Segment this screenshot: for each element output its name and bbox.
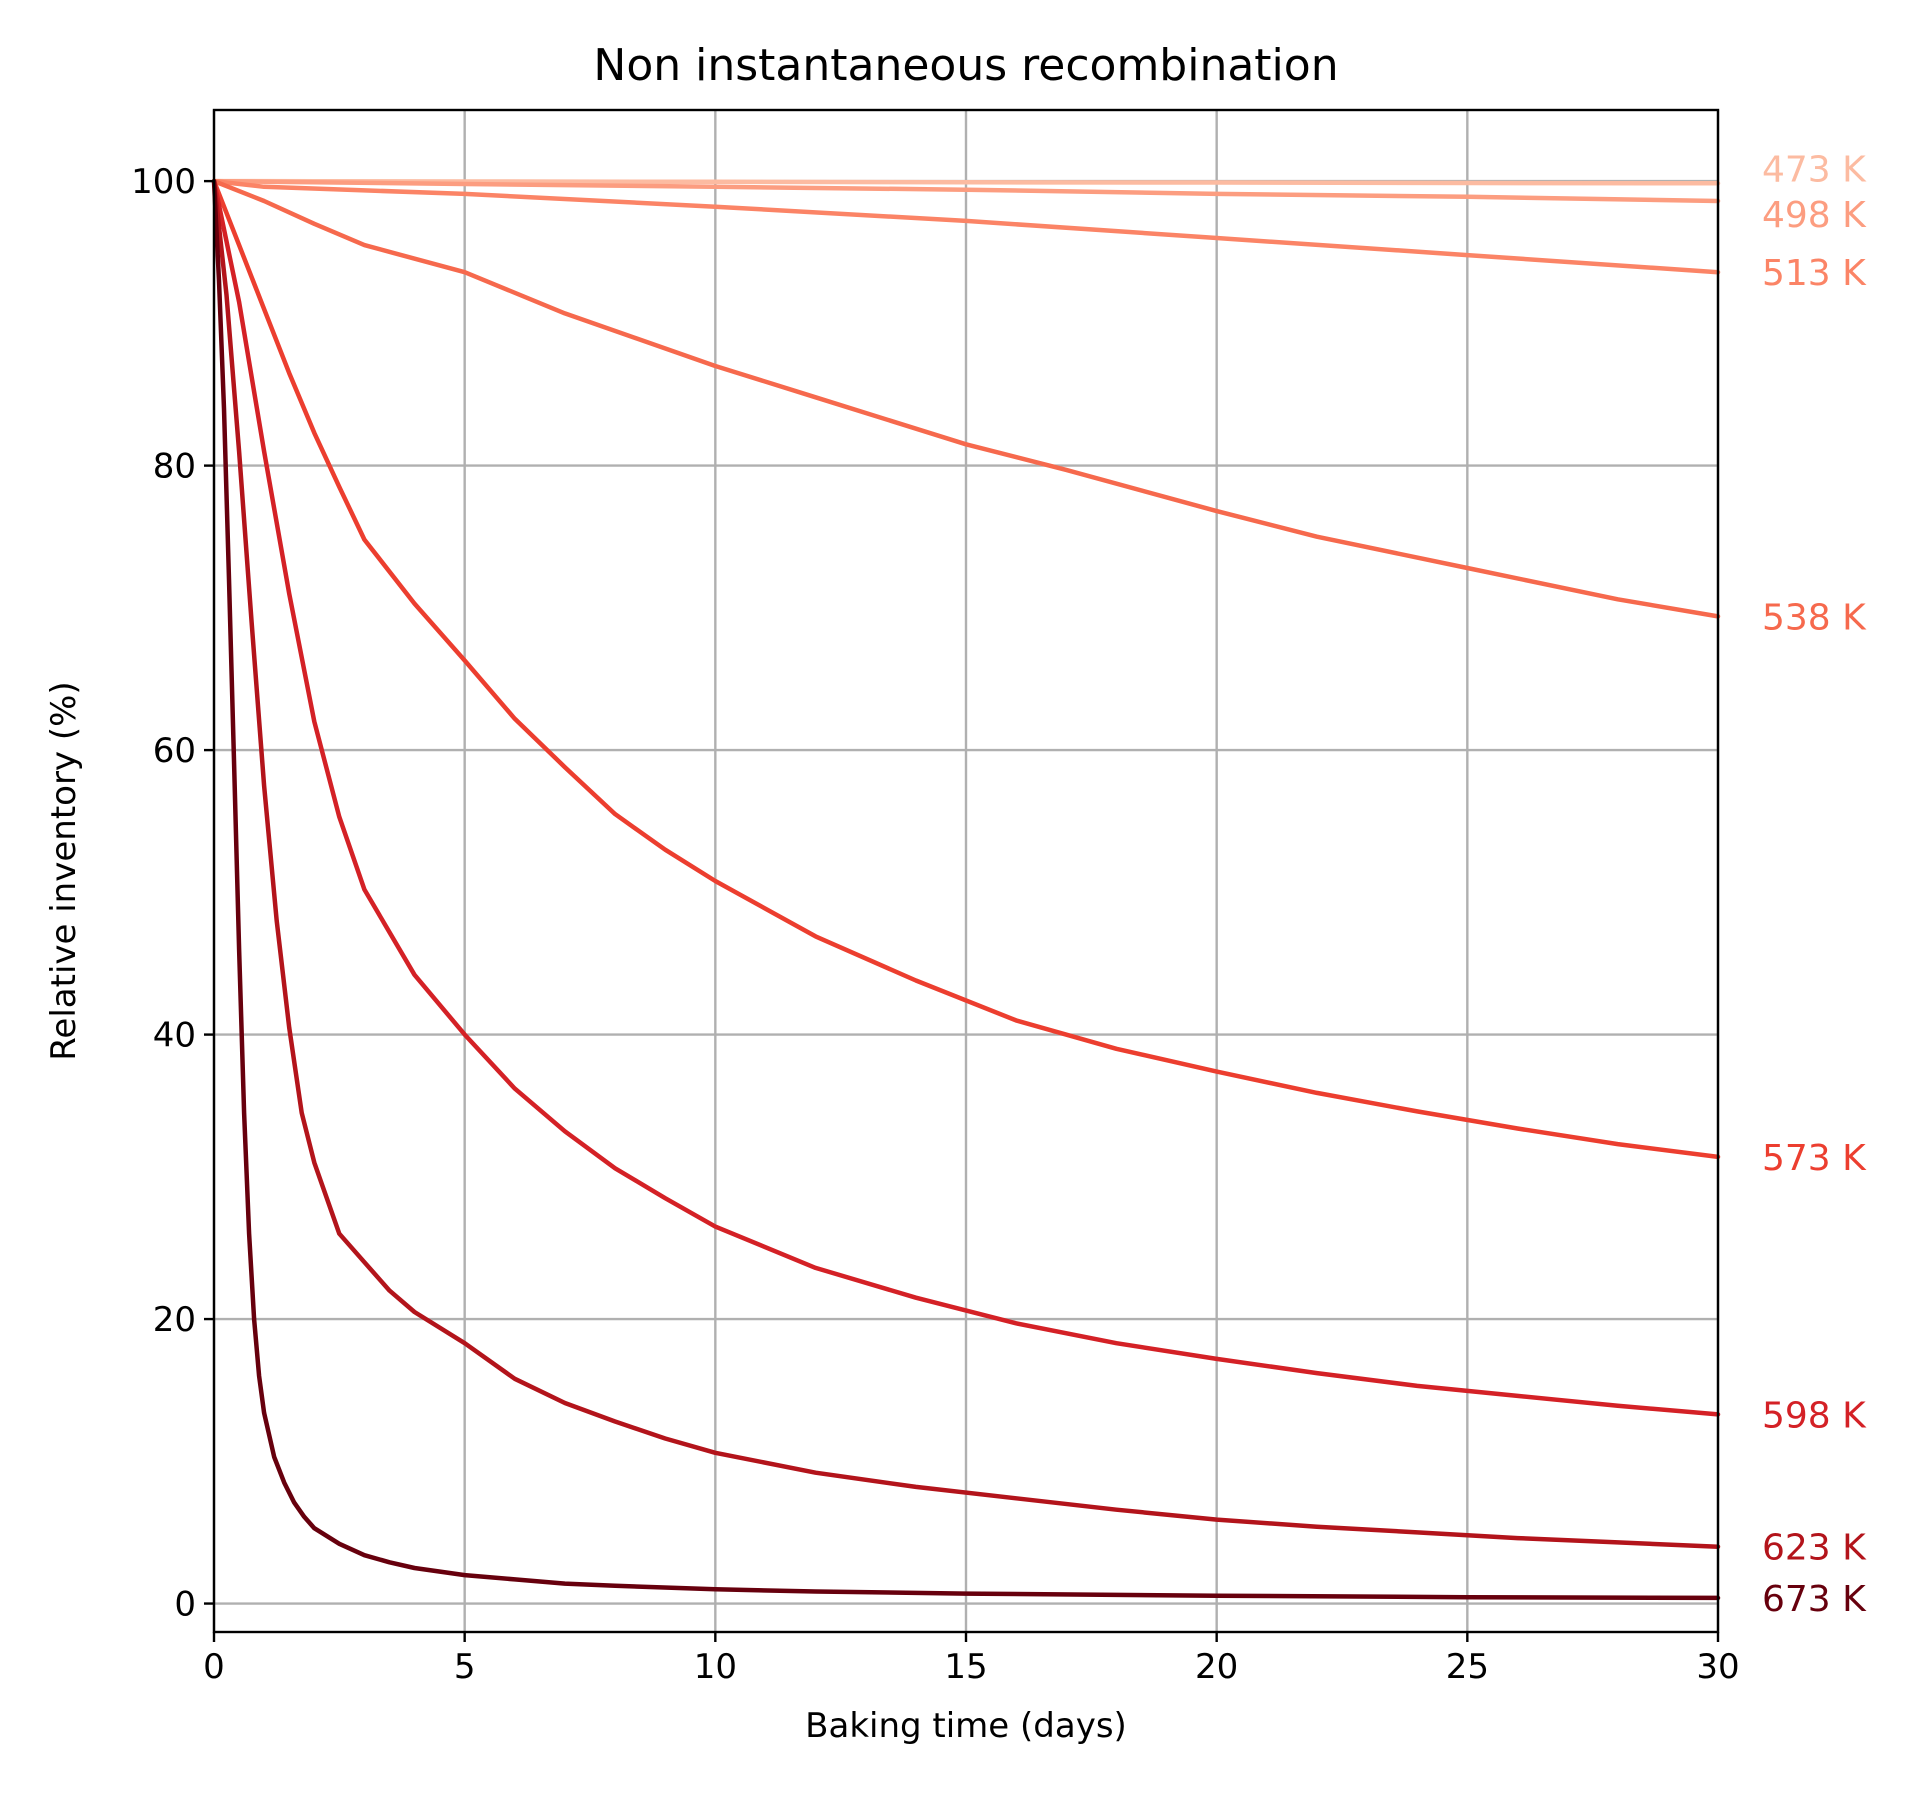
x-tick-label: 10 [694,1647,737,1687]
x-tick-label: 5 [454,1647,476,1687]
series-line-513k [211,178,1721,275]
series-line-538k [211,178,1721,619]
x-tick-label: 25 [1446,1647,1489,1687]
grid [212,110,1720,1632]
y-tick-label: 80 [153,447,196,487]
series-label: 623 K [1762,1528,1867,1569]
series-line-673k [211,178,1721,1601]
y-tick-label: 60 [153,731,196,771]
x-axis-label: Baking time (days) [805,1706,1127,1746]
x-tick-label: 20 [1195,1647,1238,1687]
series-label: 473 K [1762,149,1867,190]
series-label: 513 K [1762,253,1867,294]
x-tick-label: 30 [1696,1647,1739,1687]
y-tick-label: 40 [153,1016,196,1056]
series-label: 598 K [1762,1395,1867,1436]
series-line-573k [211,178,1721,1160]
series-lines [211,178,1721,1601]
x-tick-label: 15 [944,1647,987,1687]
y-tick-label: 0 [174,1585,196,1625]
y-tick-label: 100 [131,162,196,202]
series-line-598k [211,178,1721,1417]
y-tick-label: 20 [153,1300,196,1340]
y-axis-ticks: 0 20 40 60 80 100 [131,162,214,1625]
y-axis-label: Relative inventory (%) [44,681,84,1060]
series-label: 498 K [1762,195,1867,236]
series-labels: 473 K 498 K 513 K 538 K 573 K 598 K 623 K 673 K [1762,149,1867,1620]
series-label: 573 K [1762,1138,1867,1179]
x-axis-ticks: 0 5 10 15 20 25 30 [203,1632,1740,1687]
series-label: 538 K [1762,597,1867,638]
series-line-623k [211,178,1721,1549]
series-line-498k [211,178,1721,204]
series-line-473k [211,178,1721,186]
chart-title: Non instantaneous recombination [593,40,1338,91]
x-tick-label: 0 [203,1647,225,1687]
series-label: 673 K [1762,1579,1867,1620]
